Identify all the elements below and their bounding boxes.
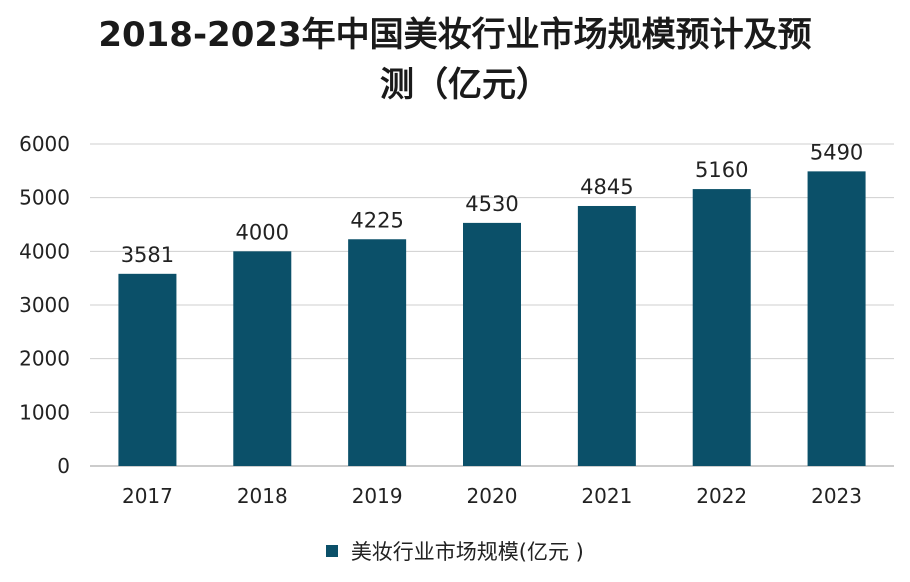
bar: [807, 171, 866, 466]
bar: [577, 205, 636, 467]
x-tick-label: 2020: [467, 484, 518, 508]
y-tick-label: 3000: [19, 293, 70, 317]
x-tick-label: 2021: [581, 484, 632, 508]
data-label: 5160: [695, 158, 748, 182]
y-tick-label: 2000: [19, 347, 70, 371]
y-tick-label: 0: [57, 454, 70, 478]
chart-title-line1: 2018-2023年中国美妆行业市场规模预计及预: [98, 15, 812, 55]
data-label: 5490: [810, 140, 863, 164]
bar: [233, 251, 292, 466]
legend: 美妆行业市场规模(亿元 ): [0, 536, 910, 566]
bar: [118, 273, 177, 466]
x-tick-label: 2018: [237, 484, 288, 508]
x-axis-ticks: 2017 2018 2019 2020 2021 2022 2023: [122, 484, 862, 508]
y-tick-label: 5000: [19, 186, 70, 210]
chart-title-line2: 测（亿元）: [380, 65, 550, 105]
bar-chart: 0 1000 2000 3000 4000 5000 6000 3581 4000 4225 45…: [19, 132, 894, 508]
x-tick-label: 2019: [352, 484, 403, 508]
chart-title: 2018-2023年中国美妆行业市场规模预计及预 测（亿元）: [0, 10, 910, 110]
data-label: 4225: [350, 208, 403, 232]
legend-swatch: [326, 545, 339, 557]
bar: [348, 239, 407, 466]
data-label: 4000: [236, 220, 289, 244]
bars: [118, 171, 866, 467]
x-tick-label: 2023: [811, 484, 862, 508]
legend-label: 美妆行业市场规模(亿元 ): [350, 540, 584, 564]
x-tick-label: 2022: [696, 484, 747, 508]
data-label: 4530: [465, 192, 518, 216]
y-tick-label: 4000: [19, 239, 70, 263]
bar: [692, 189, 751, 466]
y-tick-label: 1000: [19, 400, 70, 424]
bar: [463, 222, 521, 466]
y-tick-label: 6000: [19, 132, 70, 156]
x-tick-label: 2017: [122, 484, 173, 508]
data-label: 4845: [580, 175, 633, 199]
data-label: 3581: [121, 243, 174, 267]
data-labels: 3581 4000 4225 4530 4845 5160 5490: [121, 140, 864, 266]
y-axis-ticks: 0 1000 2000 3000 4000 5000 6000: [19, 132, 70, 478]
